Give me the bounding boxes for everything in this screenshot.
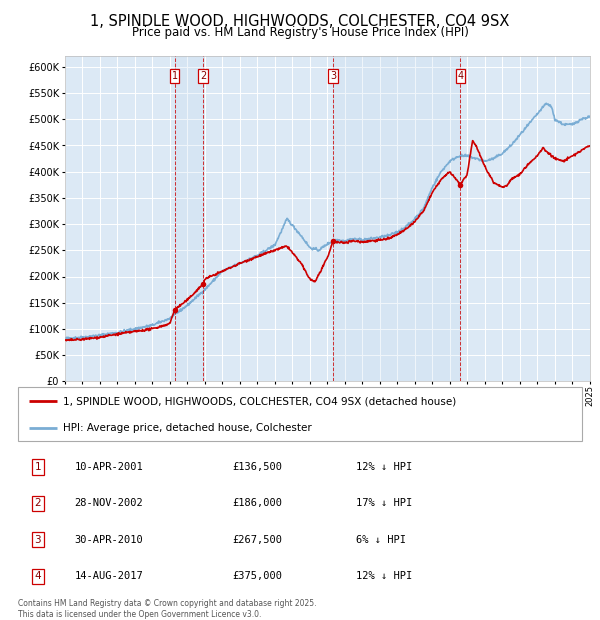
- Text: 1: 1: [172, 71, 178, 81]
- Text: 12% ↓ HPI: 12% ↓ HPI: [356, 571, 413, 582]
- Text: 2: 2: [34, 498, 41, 508]
- FancyBboxPatch shape: [18, 387, 582, 441]
- Text: 17% ↓ HPI: 17% ↓ HPI: [356, 498, 413, 508]
- Text: 4: 4: [457, 71, 464, 81]
- Bar: [333, 56, 460, 381]
- Text: HPI: Average price, detached house, Colchester: HPI: Average price, detached house, Colc…: [63, 423, 312, 433]
- Text: £267,500: £267,500: [232, 535, 283, 545]
- Text: £186,000: £186,000: [232, 498, 283, 508]
- Text: Price paid vs. HM Land Registry's House Price Index (HPI): Price paid vs. HM Land Registry's House …: [131, 26, 469, 39]
- Text: 1, SPINDLE WOOD, HIGHWOODS, COLCHESTER, CO4 9SX: 1, SPINDLE WOOD, HIGHWOODS, COLCHESTER, …: [91, 14, 509, 29]
- Text: 3: 3: [330, 71, 336, 81]
- Bar: [175, 56, 203, 381]
- Text: 1, SPINDLE WOOD, HIGHWOODS, COLCHESTER, CO4 9SX (detached house): 1, SPINDLE WOOD, HIGHWOODS, COLCHESTER, …: [63, 396, 457, 406]
- Text: 4: 4: [34, 571, 41, 582]
- Text: 30-APR-2010: 30-APR-2010: [74, 535, 143, 545]
- Text: £136,500: £136,500: [232, 462, 283, 472]
- Text: Contains HM Land Registry data © Crown copyright and database right 2025.
This d: Contains HM Land Registry data © Crown c…: [18, 600, 317, 619]
- Text: 28-NOV-2002: 28-NOV-2002: [74, 498, 143, 508]
- Text: £375,000: £375,000: [232, 571, 283, 582]
- Text: 1: 1: [34, 462, 41, 472]
- Text: 10-APR-2001: 10-APR-2001: [74, 462, 143, 472]
- Text: 3: 3: [34, 535, 41, 545]
- Text: 12% ↓ HPI: 12% ↓ HPI: [356, 462, 413, 472]
- Text: 6% ↓ HPI: 6% ↓ HPI: [356, 535, 406, 545]
- Text: 14-AUG-2017: 14-AUG-2017: [74, 571, 143, 582]
- Text: 2: 2: [200, 71, 206, 81]
